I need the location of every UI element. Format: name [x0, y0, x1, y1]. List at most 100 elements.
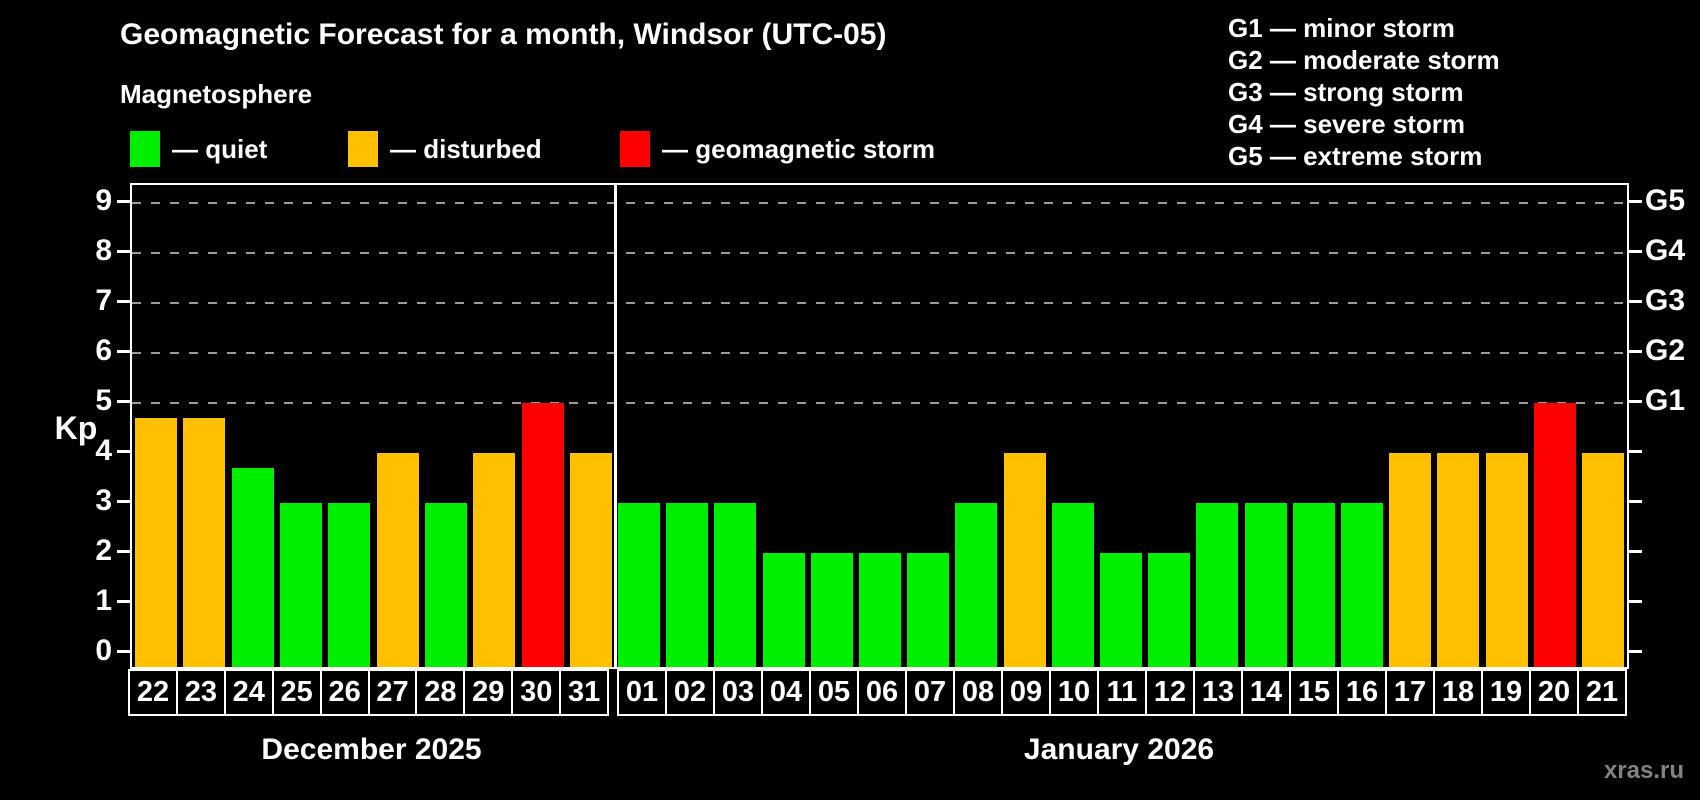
kp-bar-13	[1196, 503, 1239, 667]
legend-swatch-storm	[620, 131, 650, 167]
kp-bar-31	[569, 453, 612, 667]
kp-bar-22	[135, 418, 178, 667]
month-label-december: December 2025	[261, 733, 482, 766]
kp-bar-29	[473, 453, 516, 667]
g-legend-line-5: G5 — extreme storm	[1228, 141, 1483, 171]
legend-label-quiet: — quiet	[172, 133, 268, 164]
left-tick-5	[117, 400, 130, 403]
kp-bar-23	[183, 418, 226, 667]
kp-bar-12	[1148, 553, 1191, 667]
day-cell-03: 03	[713, 669, 763, 716]
kp-bar-14	[1244, 503, 1287, 667]
gridline-kp6	[132, 352, 1627, 354]
y-tick-label-0: 0	[95, 634, 112, 667]
kp-bar-06	[859, 553, 902, 667]
kp-bar-26	[328, 503, 371, 667]
kp-bar-20	[1533, 403, 1576, 667]
right-tick-9	[1629, 200, 1642, 203]
kp-bar-25	[280, 503, 323, 667]
y-tick-label-3: 3	[95, 484, 112, 517]
kp-bar-03	[714, 503, 757, 667]
plot-area	[130, 183, 1629, 669]
day-cell-28: 28	[415, 669, 466, 716]
y-axis-title: Kp	[54, 410, 98, 446]
y-tick-label-9: 9	[95, 184, 112, 217]
left-tick-7	[117, 300, 130, 303]
kp-bar-10	[1051, 503, 1094, 667]
legend-item-disturbed: — disturbed	[348, 130, 542, 168]
day-cell-12: 12	[1145, 669, 1195, 716]
day-cell-14: 14	[1241, 669, 1291, 716]
y-tick-label-5: 5	[95, 384, 112, 417]
kp-bar-18	[1437, 453, 1480, 667]
day-cell-07: 07	[905, 669, 955, 716]
day-cell-04: 04	[761, 669, 811, 716]
right-tick-2	[1629, 550, 1642, 553]
day-cell-25: 25	[271, 669, 322, 716]
right-tick-0	[1629, 650, 1642, 653]
right-tick-3	[1629, 500, 1642, 503]
day-cell-18: 18	[1433, 669, 1483, 716]
kp-bar-28	[424, 503, 467, 667]
kp-bar-30	[521, 403, 564, 667]
subtitle-magnetosphere: Magnetosphere	[120, 79, 313, 109]
day-cell-23: 23	[175, 669, 226, 716]
right-axis-label-G5: G5	[1645, 184, 1686, 217]
y-tick-label-4: 4	[95, 434, 112, 467]
left-tick-8	[117, 250, 130, 253]
day-cell-01: 01	[617, 669, 667, 716]
gridline-kp5	[132, 402, 1627, 404]
y-tick-label-7: 7	[95, 284, 112, 317]
kp-bar-07	[907, 553, 950, 667]
kp-bar-19	[1485, 453, 1528, 667]
kp-bar-08	[955, 503, 998, 667]
day-row-december: 22 23 24 25 26 27 28 29 30 31	[128, 669, 610, 716]
kp-bar-17	[1389, 453, 1432, 667]
left-tick-4	[117, 450, 130, 453]
left-tick-6	[117, 350, 130, 353]
day-cell-13: 13	[1193, 669, 1243, 716]
kp-bar-11	[1100, 553, 1142, 667]
kp-bar-02	[666, 503, 709, 667]
kp-bar-21	[1581, 453, 1624, 667]
right-tick-4	[1629, 450, 1642, 453]
day-cell-09: 09	[1001, 669, 1051, 716]
y-tick-label-8: 8	[95, 234, 112, 267]
day-cell-05: 05	[809, 669, 859, 716]
gridline-kp7	[132, 302, 1627, 304]
day-cell-26: 26	[319, 669, 370, 716]
y-tick-label-1: 1	[95, 584, 112, 617]
gridline-kp8	[132, 252, 1627, 254]
day-cell-30: 30	[511, 669, 562, 716]
left-tick-9	[117, 200, 130, 203]
day-cell-20: 20	[1529, 669, 1579, 716]
watermark: xras.ru	[1603, 757, 1684, 784]
g-legend-line-4: G4 — severe storm	[1228, 109, 1466, 139]
right-tick-6	[1629, 350, 1642, 353]
right-tick-7	[1629, 300, 1642, 303]
legend-label-disturbed: — disturbed	[390, 133, 542, 164]
gridline-kp9	[132, 202, 1627, 204]
g-legend-line-3: G3 — strong storm	[1228, 77, 1464, 107]
left-tick-0	[117, 650, 130, 653]
kp-bar-27	[376, 453, 419, 667]
day-cell-08: 08	[953, 669, 1003, 716]
month-divider	[614, 185, 617, 667]
day-cell-16: 16	[1337, 669, 1387, 716]
right-tick-1	[1629, 600, 1642, 603]
kp-bar-04	[762, 553, 805, 667]
kp-bar-01	[618, 503, 661, 667]
left-tick-2	[117, 550, 130, 553]
day-cell-06: 06	[857, 669, 907, 716]
right-tick-8	[1629, 250, 1642, 253]
right-axis-label-G3: G3	[1645, 284, 1686, 317]
day-cell-29: 29	[463, 669, 514, 716]
kp-bar-24	[231, 468, 274, 667]
kp-bar-15	[1292, 503, 1335, 667]
kp-bar-16	[1340, 503, 1383, 667]
left-tick-1	[117, 600, 130, 603]
day-cell-24: 24	[223, 669, 274, 716]
kp-bar-09	[1003, 453, 1046, 667]
right-axis-label-G1: G1	[1645, 384, 1686, 417]
